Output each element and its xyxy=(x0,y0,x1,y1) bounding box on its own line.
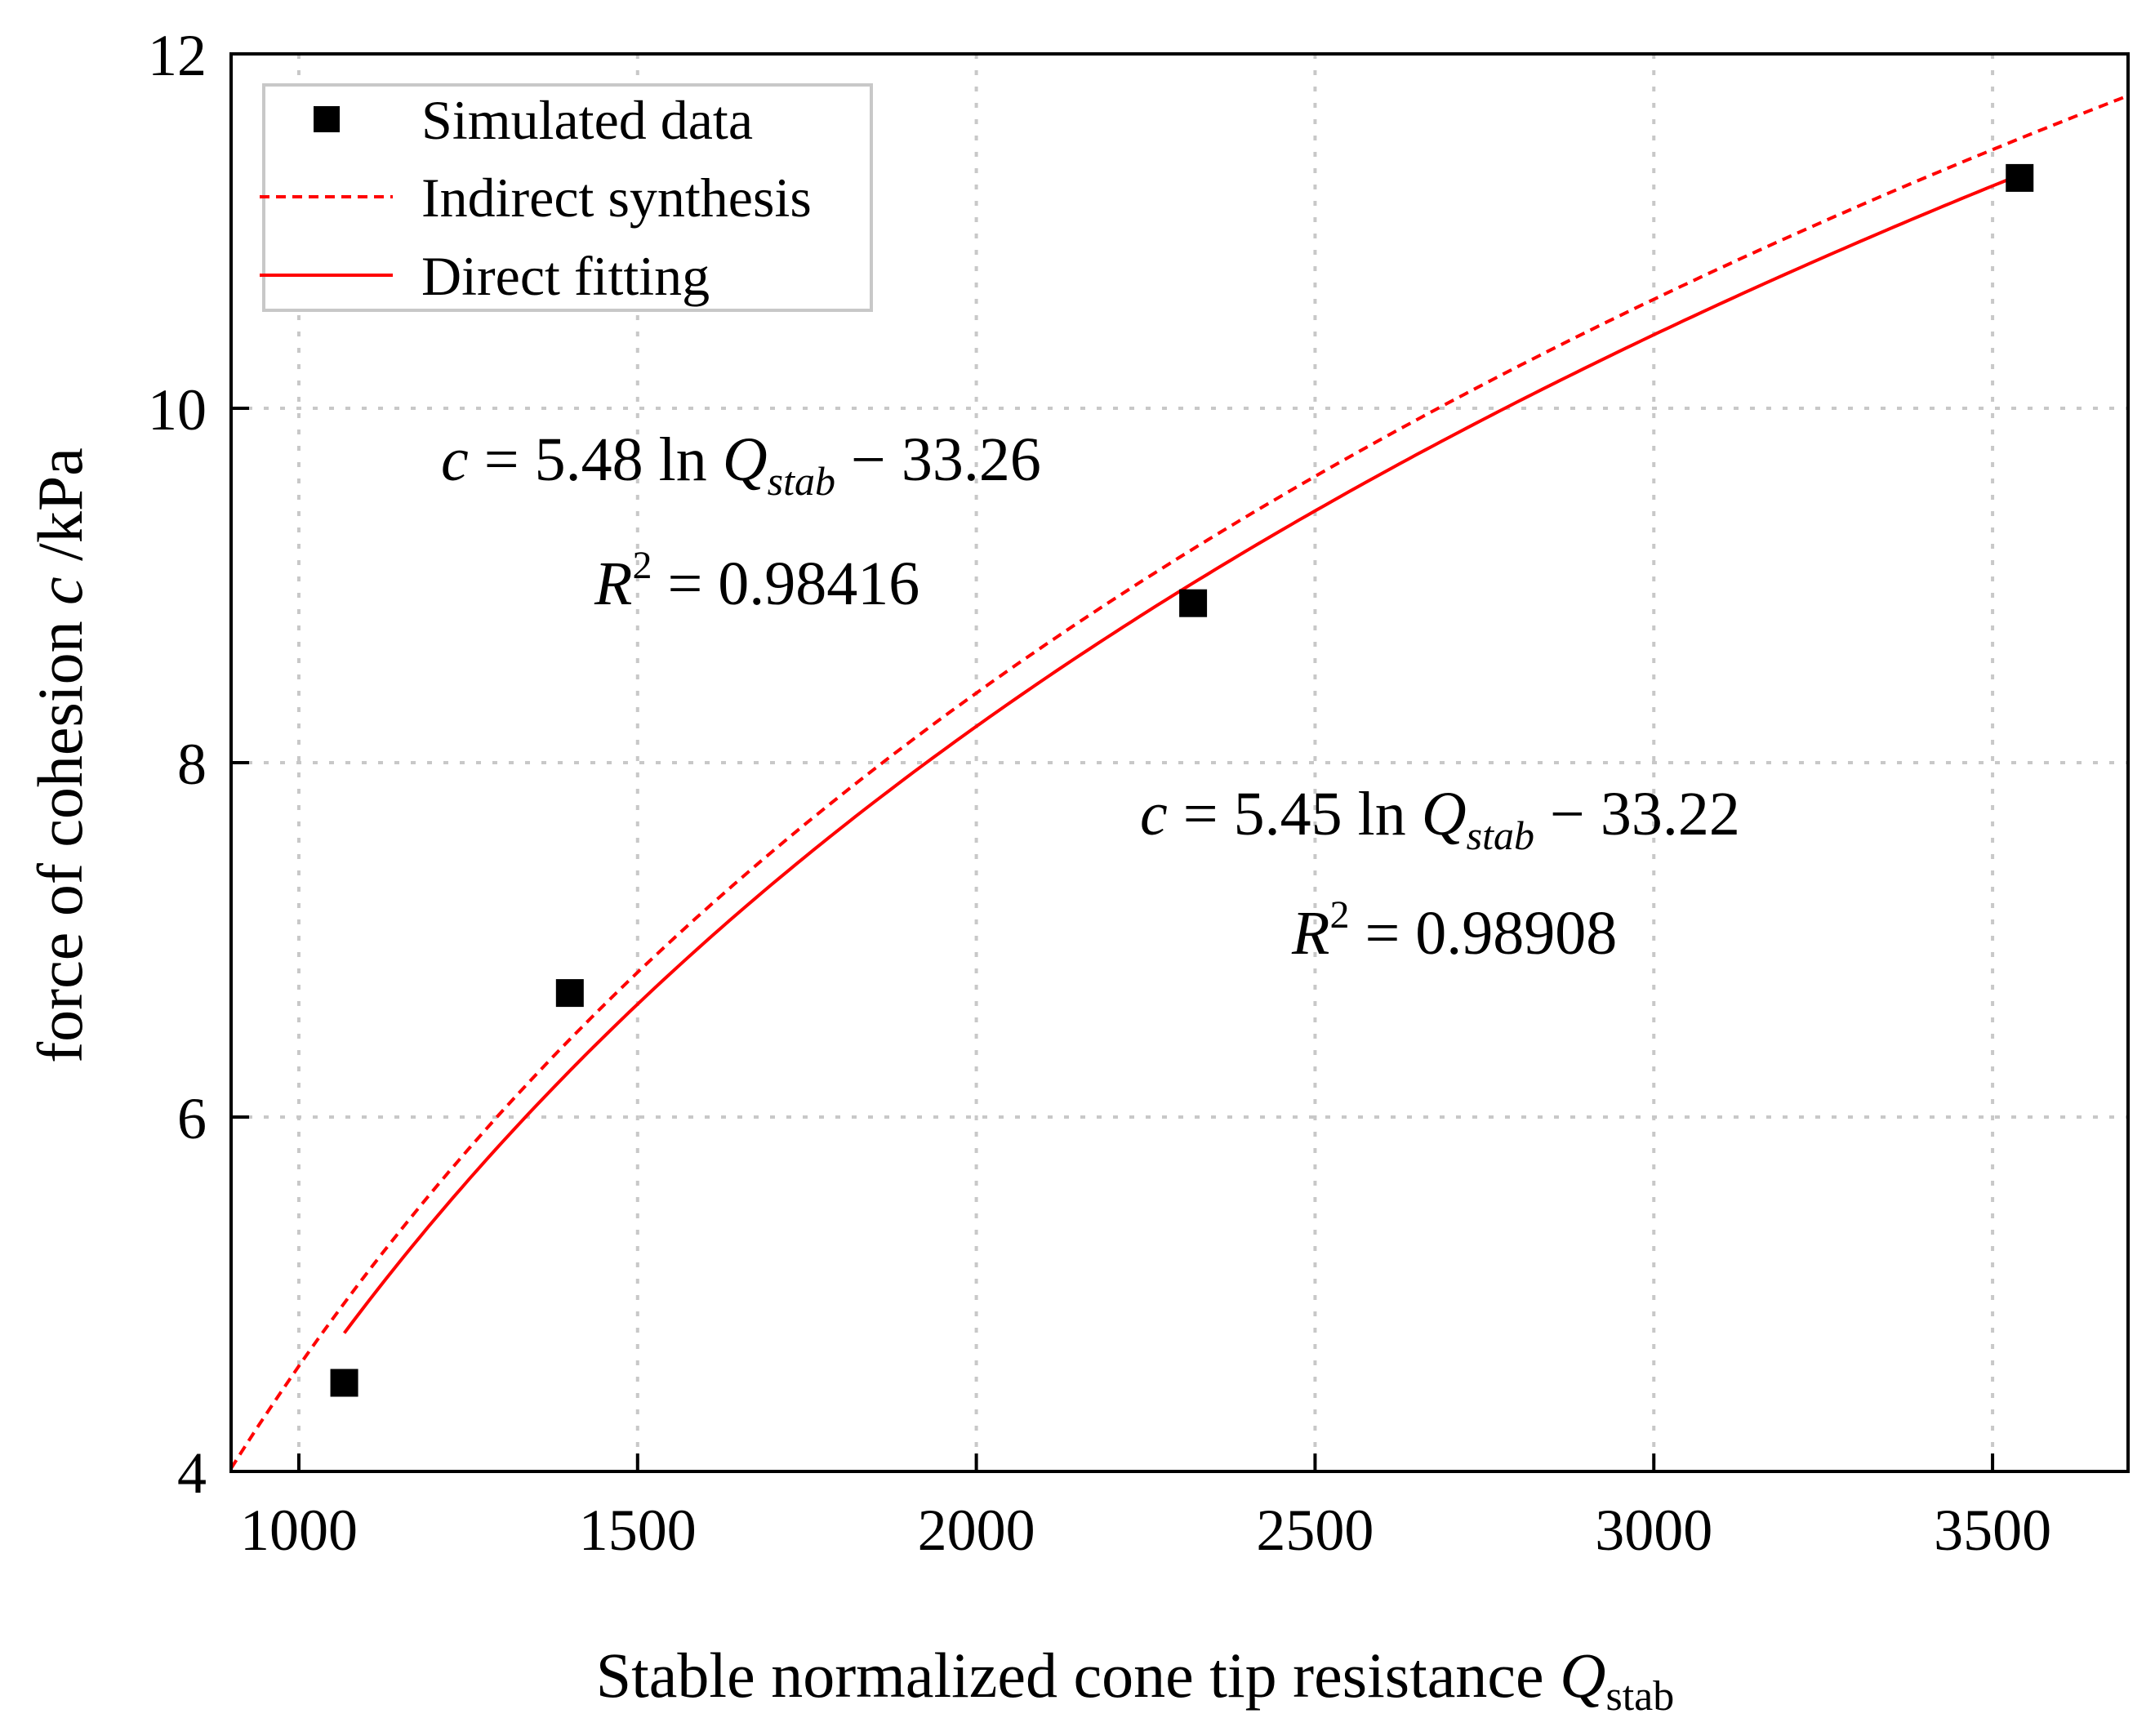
y-tick-label: 8 xyxy=(177,732,207,797)
x-tick-label: 2500 xyxy=(1256,1498,1374,1563)
legend-label-direct: Direct fitting xyxy=(421,245,710,307)
equation-indirect: c = 5.48 ln Qstab − 33.26 xyxy=(441,425,1041,504)
legend-label-simulated: Simulated data xyxy=(421,89,753,151)
axis-ticks: 1000 1500 2000 2500 3000 3500 4 6 8 10 12 xyxy=(148,23,2051,1563)
x-tick-label: 2000 xyxy=(918,1498,1035,1563)
curve-direct-fitting xyxy=(343,173,2021,1334)
legend-label-indirect: Indirect synthesis xyxy=(421,167,812,229)
x-tick-label: 3000 xyxy=(1595,1498,1712,1563)
grid-lines xyxy=(231,54,2128,1471)
data-point xyxy=(2006,163,2034,192)
y-tick-label: 10 xyxy=(148,377,207,443)
r-squared-direct: R2 = 0.98908 xyxy=(1291,893,1617,968)
x-tick-label: 1500 xyxy=(579,1498,697,1563)
r-squared-indirect: R2 = 0.98416 xyxy=(594,544,919,618)
curve-indirect-synthesis xyxy=(229,94,2129,1470)
x-tick-label: 1000 xyxy=(240,1498,358,1563)
data-points xyxy=(330,163,2034,1397)
x-tick-label: 3500 xyxy=(1934,1498,2051,1563)
data-point xyxy=(330,1369,358,1397)
y-tick-label: 4 xyxy=(177,1440,207,1506)
y-axis-label: force of cohesion c /kPa xyxy=(24,447,96,1063)
data-point xyxy=(555,979,584,1008)
legend-marker-simulated xyxy=(314,106,340,132)
x-axis-label: Stable normalized cone tip resistance Qs… xyxy=(596,1640,1675,1720)
y-tick-label: 12 xyxy=(148,23,207,88)
equation-direct: c = 5.45 ln Qstab − 33.22 xyxy=(1140,780,1740,858)
legend: Simulated data Indirect synthesis Direct… xyxy=(260,83,873,312)
y-tick-label: 6 xyxy=(177,1086,207,1151)
data-point xyxy=(1179,589,1208,617)
